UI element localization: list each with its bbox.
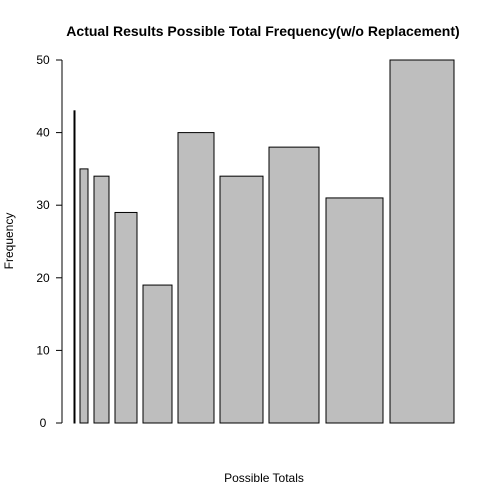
bar xyxy=(79,168,89,424)
bar xyxy=(219,175,264,424)
x-axis-label: Possible Totals xyxy=(224,471,304,485)
y-tick-label: 20 xyxy=(36,271,50,285)
y-tick-label: 50 xyxy=(36,53,50,67)
bar xyxy=(93,175,110,424)
bar xyxy=(73,110,76,424)
bar xyxy=(114,211,138,424)
chart-title: Actual Results Possible Total Frequency(… xyxy=(66,23,459,39)
bars-group xyxy=(73,59,455,424)
bar xyxy=(389,59,455,424)
y-axis: 0 10 20 30 40 50 xyxy=(36,53,63,430)
y-tick-label: 0 xyxy=(40,416,47,430)
y-tick-label: 10 xyxy=(36,343,50,357)
bar xyxy=(268,146,320,424)
y-tick-label: 40 xyxy=(36,126,50,140)
y-axis-label: Frequency xyxy=(2,213,16,270)
bar xyxy=(325,197,384,424)
y-tick-label: 30 xyxy=(36,198,50,212)
bar xyxy=(142,284,173,424)
bar xyxy=(177,132,215,424)
